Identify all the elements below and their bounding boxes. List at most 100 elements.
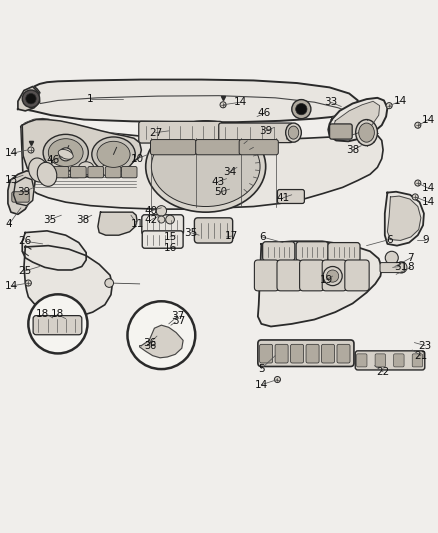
Ellipse shape xyxy=(51,160,67,173)
Ellipse shape xyxy=(286,123,301,142)
Ellipse shape xyxy=(78,161,94,175)
Circle shape xyxy=(156,206,166,216)
Text: 4: 4 xyxy=(6,219,13,229)
Polygon shape xyxy=(328,98,387,141)
Text: 40: 40 xyxy=(145,206,158,216)
FancyBboxPatch shape xyxy=(394,354,404,367)
Text: 14: 14 xyxy=(422,183,435,193)
Circle shape xyxy=(28,147,34,153)
Polygon shape xyxy=(18,86,40,111)
Polygon shape xyxy=(140,325,183,358)
Polygon shape xyxy=(8,171,35,214)
Text: 19: 19 xyxy=(320,274,333,285)
Text: 39: 39 xyxy=(18,187,31,197)
Circle shape xyxy=(412,194,418,200)
Text: 34: 34 xyxy=(223,167,236,177)
Ellipse shape xyxy=(288,126,299,139)
FancyBboxPatch shape xyxy=(239,140,278,155)
Ellipse shape xyxy=(359,123,374,142)
Ellipse shape xyxy=(28,158,48,182)
Text: 43: 43 xyxy=(211,177,225,187)
FancyBboxPatch shape xyxy=(296,242,328,261)
Circle shape xyxy=(386,103,392,109)
FancyBboxPatch shape xyxy=(12,192,29,202)
Polygon shape xyxy=(18,79,358,122)
Polygon shape xyxy=(98,212,137,235)
Circle shape xyxy=(292,100,311,119)
FancyBboxPatch shape xyxy=(322,260,346,291)
Text: 17: 17 xyxy=(225,231,238,241)
FancyBboxPatch shape xyxy=(71,166,86,178)
Text: 5: 5 xyxy=(258,364,265,374)
FancyBboxPatch shape xyxy=(277,260,301,291)
Text: 39: 39 xyxy=(259,126,272,136)
Text: 35: 35 xyxy=(184,228,197,238)
FancyBboxPatch shape xyxy=(196,140,241,155)
Circle shape xyxy=(105,279,113,287)
Circle shape xyxy=(59,148,72,161)
Circle shape xyxy=(22,90,40,107)
FancyBboxPatch shape xyxy=(290,344,304,363)
FancyBboxPatch shape xyxy=(219,123,293,143)
Text: 14: 14 xyxy=(394,96,407,106)
Text: 38: 38 xyxy=(346,145,359,155)
Polygon shape xyxy=(24,246,112,317)
Text: 22: 22 xyxy=(376,367,390,377)
FancyBboxPatch shape xyxy=(275,344,288,363)
Text: 41: 41 xyxy=(276,193,290,203)
Circle shape xyxy=(28,294,88,353)
FancyBboxPatch shape xyxy=(53,166,69,178)
Text: 14: 14 xyxy=(4,149,18,158)
Text: 15: 15 xyxy=(163,232,177,242)
Text: 11: 11 xyxy=(131,219,144,229)
Ellipse shape xyxy=(146,121,266,212)
Text: 1: 1 xyxy=(87,94,94,104)
FancyBboxPatch shape xyxy=(345,260,369,291)
FancyBboxPatch shape xyxy=(329,124,352,139)
Text: 6: 6 xyxy=(259,232,265,242)
Circle shape xyxy=(396,262,407,273)
Circle shape xyxy=(415,180,421,186)
Text: 36: 36 xyxy=(144,341,156,351)
Polygon shape xyxy=(332,101,380,136)
Ellipse shape xyxy=(92,137,135,172)
FancyBboxPatch shape xyxy=(263,242,295,261)
FancyBboxPatch shape xyxy=(380,263,404,272)
Text: 37: 37 xyxy=(172,316,185,326)
FancyBboxPatch shape xyxy=(260,344,272,363)
FancyBboxPatch shape xyxy=(142,231,183,248)
Polygon shape xyxy=(22,119,141,177)
Text: 36: 36 xyxy=(143,337,157,348)
FancyBboxPatch shape xyxy=(33,316,82,335)
FancyBboxPatch shape xyxy=(277,190,304,204)
Text: 31: 31 xyxy=(394,262,407,271)
Text: 14: 14 xyxy=(255,379,268,390)
Text: 14: 14 xyxy=(422,197,435,207)
FancyBboxPatch shape xyxy=(105,166,121,178)
FancyBboxPatch shape xyxy=(337,344,350,363)
Ellipse shape xyxy=(356,119,378,146)
Text: 9: 9 xyxy=(422,236,428,245)
Polygon shape xyxy=(21,119,383,209)
Circle shape xyxy=(166,215,174,224)
Circle shape xyxy=(220,102,226,108)
FancyBboxPatch shape xyxy=(306,344,319,363)
Ellipse shape xyxy=(152,126,260,206)
Text: 18: 18 xyxy=(50,309,64,319)
FancyBboxPatch shape xyxy=(321,344,335,363)
Polygon shape xyxy=(258,241,382,327)
Circle shape xyxy=(415,122,421,128)
Circle shape xyxy=(296,103,307,115)
Text: 21: 21 xyxy=(414,351,427,361)
Circle shape xyxy=(385,251,398,264)
Circle shape xyxy=(26,93,36,104)
Text: 25: 25 xyxy=(19,266,32,276)
Text: 10: 10 xyxy=(131,154,144,164)
FancyBboxPatch shape xyxy=(375,354,385,367)
Text: 26: 26 xyxy=(19,236,32,246)
Circle shape xyxy=(274,376,280,383)
Text: 27: 27 xyxy=(149,127,162,138)
Text: 6: 6 xyxy=(386,235,392,245)
Ellipse shape xyxy=(48,139,83,166)
FancyBboxPatch shape xyxy=(412,354,423,367)
